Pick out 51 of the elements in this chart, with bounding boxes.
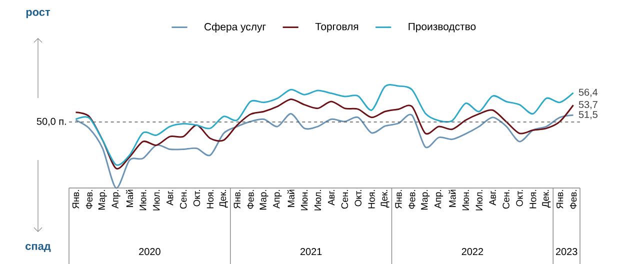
x-tick-label: Дек. <box>542 190 551 208</box>
legend-label: Производство <box>408 22 476 32</box>
x-tick-label: Янв. <box>72 190 79 208</box>
text: 2021 <box>300 248 322 256</box>
x-tick-label: Мар. <box>421 190 430 210</box>
text: рост <box>26 10 50 18</box>
text: спад <box>26 244 51 252</box>
x-tick-label: Июл. <box>314 190 322 210</box>
x-tick-label: Янв. <box>395 190 402 208</box>
x-tick-label: Май <box>126 190 134 207</box>
ref-line-label: 50,0 п. <box>36 118 66 126</box>
x-tick-label: Окт. <box>193 190 200 206</box>
x-tick-label: Сен. <box>180 190 187 209</box>
data-label: 51,5 <box>578 111 598 120</box>
x-tick-label: Июн. <box>301 190 308 210</box>
text: 2022 <box>462 248 484 256</box>
x-tick-label: Фев. <box>86 190 92 209</box>
x-tick-label: Сен. <box>502 190 510 209</box>
x-tick-label: Ноя. <box>368 190 375 208</box>
x-tick-label: Апр. <box>112 190 120 209</box>
data-label: 53,7 <box>578 101 598 110</box>
x-tick-label: Фев. <box>408 190 416 209</box>
x-tick-label: Янв. <box>234 190 240 208</box>
x-tick-label: Фев. <box>570 190 577 209</box>
x-tick-label: Авг. <box>328 190 334 206</box>
text: 2023 <box>556 248 578 256</box>
data-label: 56,4 <box>578 88 598 97</box>
x-tick-label: Окт. <box>516 190 523 206</box>
x-tick-label: Мар. <box>98 190 107 210</box>
x-tick-label: Дек. <box>380 190 390 208</box>
x-tick-label: Июл. <box>476 190 482 210</box>
x-tick-label: Авг. <box>489 190 496 206</box>
legend-label: Торговля <box>315 22 358 32</box>
x-tick-label: Сен. <box>341 190 348 209</box>
x-tick-label: Май <box>287 190 294 207</box>
x-tick-label: Апр. <box>273 190 282 209</box>
x-tick-label: Окт. <box>354 190 362 206</box>
x-tick-label: Фев. <box>247 190 254 209</box>
x-tick-label: Июн. <box>140 190 146 210</box>
x-tick-label: Июл. <box>153 190 160 210</box>
x-tick-label: Дек. <box>219 190 228 208</box>
text: 2020 <box>139 248 160 256</box>
x-tick-label: Апр. <box>434 190 444 209</box>
x-tick-label: Ноя. <box>206 190 214 208</box>
x-tick-label: Май <box>448 190 456 207</box>
x-tick-label: Янв. <box>556 190 564 208</box>
x-tick-label: Июн. <box>462 190 470 210</box>
x-tick-label: Ноя. <box>530 190 536 208</box>
legend-label: Сфера услуг <box>204 22 266 32</box>
x-tick-label: Авг. <box>166 190 174 206</box>
x-tick-label: Мар. <box>260 190 268 210</box>
